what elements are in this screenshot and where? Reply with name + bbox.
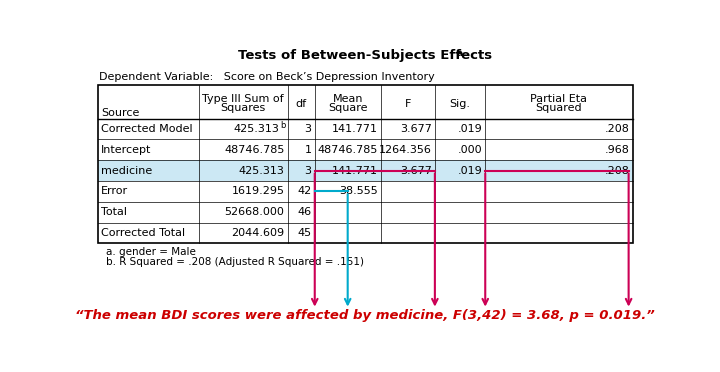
Text: 425.313: 425.313 bbox=[238, 166, 284, 176]
Text: 48746.785: 48746.785 bbox=[317, 145, 377, 155]
Text: .208: .208 bbox=[605, 166, 629, 176]
Text: Total: Total bbox=[101, 207, 127, 217]
Text: 52668.000: 52668.000 bbox=[225, 207, 284, 217]
Text: 425.313: 425.313 bbox=[233, 124, 279, 134]
Text: “The mean BDI scores were affected by medicine, F(3,42) = 3.68, p = 0.019.”: “The mean BDI scores were affected by me… bbox=[76, 309, 655, 322]
Text: 3.677: 3.677 bbox=[400, 124, 432, 134]
Text: 45: 45 bbox=[297, 228, 312, 238]
Text: b: b bbox=[281, 121, 286, 130]
Text: Sig.: Sig. bbox=[449, 99, 471, 109]
Text: Error: Error bbox=[101, 186, 128, 196]
Text: Intercept: Intercept bbox=[101, 145, 151, 155]
Text: medicine: medicine bbox=[101, 166, 152, 176]
Text: Type III Sum of: Type III Sum of bbox=[202, 94, 284, 104]
Text: 141.771: 141.771 bbox=[331, 166, 377, 176]
Text: Square: Square bbox=[328, 103, 367, 113]
Text: 1: 1 bbox=[305, 145, 312, 155]
Text: a. gender = Male: a. gender = Male bbox=[106, 247, 195, 257]
Text: 3.677: 3.677 bbox=[400, 166, 432, 176]
Text: Source: Source bbox=[101, 108, 139, 118]
Text: 48746.785: 48746.785 bbox=[224, 145, 284, 155]
Text: Dependent Variable:   Score on Beck’s Depression Inventory: Dependent Variable: Score on Beck’s Depr… bbox=[99, 73, 435, 82]
Text: 3: 3 bbox=[305, 124, 312, 134]
Text: b. R Squared = .208 (Adjusted R Squared = .151): b. R Squared = .208 (Adjusted R Squared … bbox=[106, 257, 364, 267]
Text: Squared: Squared bbox=[536, 103, 582, 113]
Text: F: F bbox=[405, 99, 411, 109]
Text: 1264.356: 1264.356 bbox=[379, 145, 432, 155]
Text: 46: 46 bbox=[297, 207, 312, 217]
Bar bbox=[98, 160, 632, 181]
Text: a: a bbox=[456, 49, 463, 58]
Text: Corrected Model: Corrected Model bbox=[101, 124, 192, 134]
Text: .019: .019 bbox=[457, 124, 482, 134]
Text: 2044.609: 2044.609 bbox=[231, 228, 284, 238]
Text: 1619.295: 1619.295 bbox=[232, 186, 284, 196]
Text: .019: .019 bbox=[457, 166, 482, 176]
Text: .000: .000 bbox=[457, 145, 482, 155]
Text: .208: .208 bbox=[605, 124, 629, 134]
Text: 3: 3 bbox=[305, 166, 312, 176]
Text: 42: 42 bbox=[297, 186, 312, 196]
Text: 38.555: 38.555 bbox=[339, 186, 377, 196]
Text: Corrected Total: Corrected Total bbox=[101, 228, 185, 238]
Text: 141.771: 141.771 bbox=[331, 124, 377, 134]
Text: Tests of Between-Subjects Effects: Tests of Between-Subjects Effects bbox=[238, 49, 492, 62]
Text: Partial Eta: Partial Eta bbox=[531, 94, 588, 104]
Text: .968: .968 bbox=[605, 145, 629, 155]
Bar bbox=[98, 85, 632, 243]
Text: df: df bbox=[296, 99, 307, 109]
Text: Mean: Mean bbox=[333, 94, 363, 104]
Text: Squares: Squares bbox=[220, 103, 266, 113]
